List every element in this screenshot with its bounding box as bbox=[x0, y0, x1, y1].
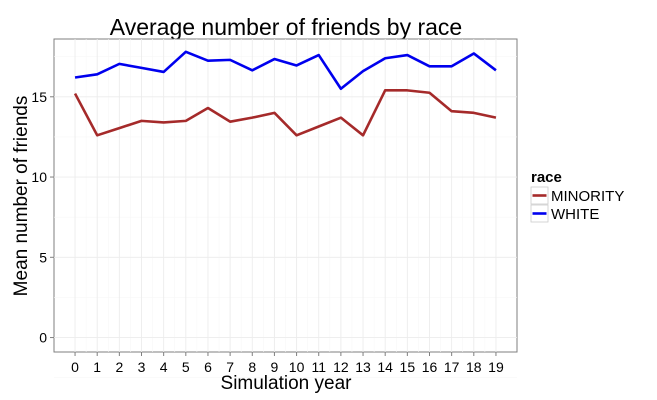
major-gridlines bbox=[54, 39, 517, 352]
x-axis-label: Simulation year bbox=[221, 373, 353, 394]
series-line-minority bbox=[73, 89, 497, 137]
x-tick-label: 17 bbox=[444, 359, 460, 375]
x-tick-label: 4 bbox=[160, 359, 168, 375]
y-tick-label: 10 bbox=[31, 169, 47, 185]
y-tick-label: 5 bbox=[39, 249, 47, 265]
series-lines bbox=[73, 50, 497, 137]
legend-label-white: WHITE bbox=[551, 206, 599, 223]
x-tick-label: 12 bbox=[333, 359, 349, 375]
x-tick-label: 0 bbox=[71, 359, 79, 375]
x-tick-label: 18 bbox=[466, 359, 482, 375]
y-axis-label: Mean number of friends bbox=[11, 96, 32, 297]
x-tick-label: 19 bbox=[488, 359, 504, 375]
y-tick-label: 0 bbox=[39, 330, 47, 346]
chart-title: Average number of friends by race bbox=[110, 14, 462, 40]
x-tick-label: 6 bbox=[204, 359, 212, 375]
x-tick-label: 7 bbox=[226, 359, 234, 375]
legend-title: race bbox=[531, 169, 562, 186]
x-tick-label: 14 bbox=[377, 359, 393, 375]
x-tick-label: 13 bbox=[355, 359, 371, 375]
x-tick-label: 16 bbox=[422, 359, 438, 375]
y-axis-ticks: 0 5 10 15 bbox=[31, 89, 54, 346]
y-tick-label: 15 bbox=[31, 89, 47, 105]
legend-label-minority: MINORITY bbox=[551, 188, 624, 205]
x-tick-label: 1 bbox=[93, 359, 101, 375]
x-tick-label: 3 bbox=[138, 359, 146, 375]
x-axis-ticks: 0 1 2 3 4 5 6 7 8 9 10 11 12 13 14 15 16 17 18 19 bbox=[71, 352, 504, 375]
x-tick-label: 2 bbox=[115, 359, 123, 375]
x-tick-label: 11 bbox=[311, 359, 326, 375]
minor-gridlines bbox=[54, 39, 517, 378]
x-tick-label: 9 bbox=[271, 359, 279, 375]
x-tick-label: 15 bbox=[400, 359, 416, 375]
x-tick-label: 8 bbox=[248, 359, 256, 375]
series-line-white bbox=[74, 50, 497, 91]
x-tick-label: 5 bbox=[182, 359, 190, 375]
x-tick-label: 10 bbox=[289, 359, 305, 375]
